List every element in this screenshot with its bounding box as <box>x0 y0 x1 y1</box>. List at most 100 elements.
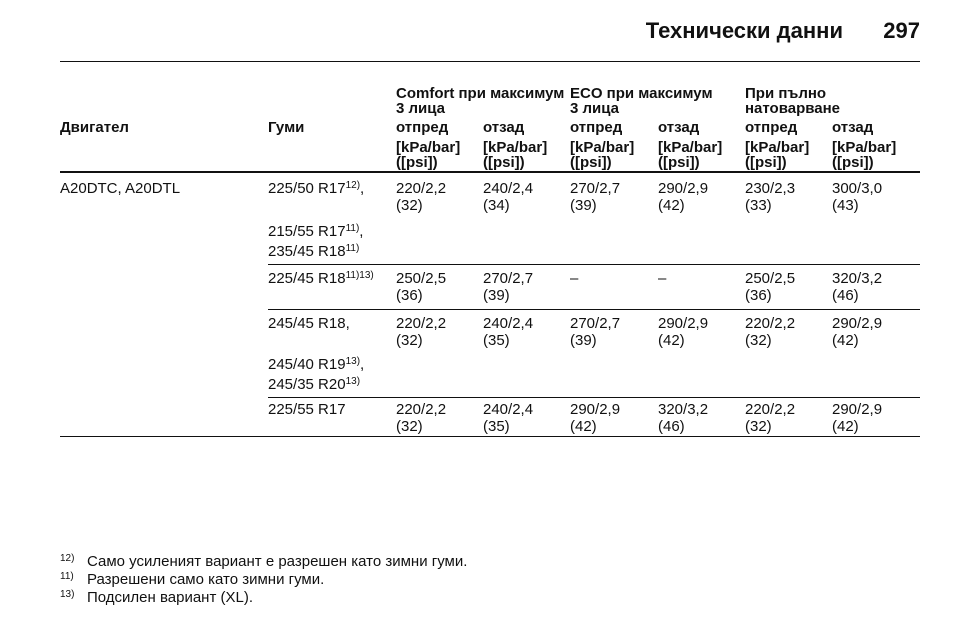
pressure-value: 220/2,2 <box>745 401 796 418</box>
pressure-value: 320/3,2 <box>658 401 709 418</box>
pressure-value: 290/2,9 <box>832 401 883 418</box>
column-header: отпред <box>745 119 798 136</box>
group-header: натоварване <box>745 100 841 117</box>
footnote-mark: 11) <box>60 571 74 582</box>
footnote-text: Подсилен вариант (XL). <box>87 589 254 606</box>
unit-label: [kPa/bar] <box>570 139 635 156</box>
tyre-text: 225/50 R17 <box>268 180 346 197</box>
pressure-value: (39) <box>483 287 510 304</box>
unit-label: [kPa/bar] <box>658 139 723 156</box>
tyre-text: 215/55 R17 <box>268 223 346 240</box>
pressure-value: 250/2,5 <box>396 270 447 287</box>
tyre-text: 245/40 R19 <box>268 356 346 373</box>
pressure-value: (32) <box>396 197 423 214</box>
pressure-value: (42) <box>570 418 597 435</box>
pressure-value: (39) <box>570 197 597 214</box>
tyre-text: 235/45 R18 <box>268 243 346 260</box>
column-header: отпред <box>570 119 623 136</box>
column-header: отзад <box>832 119 874 136</box>
footnote-text: Разрешени само като зимни гуми. <box>87 571 325 588</box>
pressure-value: 220/2,2 <box>396 315 447 332</box>
tyre-text: 245/35 R20 <box>268 376 346 393</box>
page-title: Технически данни <box>645 18 843 43</box>
pressure-value: 240/2,4 <box>483 180 534 197</box>
header-rule <box>60 61 920 62</box>
punctuation: , <box>360 356 365 373</box>
punctuation: , <box>359 223 364 240</box>
unit-label: [kPa/bar] <box>483 139 548 156</box>
group-header: ECO при максимум <box>570 85 713 102</box>
footnote-ref: 13) <box>345 376 361 387</box>
pressure-value: (42) <box>658 197 685 214</box>
footnote-mark: 13) <box>60 589 75 600</box>
row-separator <box>268 264 920 265</box>
tyre-size: 225/45 R1811)13) <box>268 270 374 287</box>
pressure-value: 270/2,7 <box>483 270 534 287</box>
pressure-value: (34) <box>483 197 510 214</box>
footnote-ref: 12) <box>345 180 361 191</box>
group-header: 3 лица <box>396 100 446 117</box>
unit-label: [kPa/bar] <box>745 139 810 156</box>
pressure-value: 290/2,9 <box>832 315 883 332</box>
pressure-value: 290/2,9 <box>658 180 709 197</box>
tyre-size: 225/55 R17 <box>268 401 346 418</box>
unit-label: ([psi]) <box>658 154 700 171</box>
group-header: Comfort при максимум <box>396 85 565 102</box>
pressure-value: 290/2,9 <box>658 315 709 332</box>
footnote-ref: 11) <box>345 243 360 254</box>
unit-label: ([psi]) <box>396 154 438 171</box>
column-header: Двигател <box>60 119 129 136</box>
column-header: отпред <box>396 119 449 136</box>
unit-label: [kPa/bar] <box>396 139 461 156</box>
unit-label: ([psi]) <box>483 154 525 171</box>
pressure-value: (32) <box>396 418 423 435</box>
tyre-size: 225/50 R1712), <box>268 180 364 197</box>
pressure-value: – <box>658 270 667 287</box>
pressure-value: 230/2,3 <box>745 180 796 197</box>
tyre-size: 235/45 R1811) <box>268 243 359 260</box>
pressure-value: (32) <box>745 332 772 349</box>
pressure-value: 320/3,2 <box>832 270 883 287</box>
tyre-text: 225/45 R18 <box>268 270 346 287</box>
pressure-value: (33) <box>745 197 772 214</box>
tyre-text: 225/55 R17 <box>268 401 346 418</box>
tyre-size: 245/35 R2013) <box>268 376 360 393</box>
pressure-value: (42) <box>832 418 859 435</box>
pressure-value: 220/2,2 <box>396 180 447 197</box>
pressure-value: 240/2,4 <box>483 401 534 418</box>
footnote-mark: 12) <box>60 553 75 564</box>
pressure-value: 290/2,9 <box>570 401 621 418</box>
unit-label: [kPa/bar] <box>832 139 897 156</box>
unit-label: ([psi]) <box>832 154 874 171</box>
group-header: При пълно <box>745 85 827 102</box>
table-bottom-rule <box>60 436 920 437</box>
pressure-value: (42) <box>832 332 859 349</box>
pressure-value: 270/2,7 <box>570 315 621 332</box>
punctuation: , <box>360 180 365 197</box>
unit-label: ([psi]) <box>570 154 612 171</box>
tyre-text: 245/45 R18, <box>268 315 350 332</box>
pressure-value: (39) <box>570 332 597 349</box>
pressure-value: (42) <box>658 332 685 349</box>
pressure-value: 300/3,0 <box>832 180 883 197</box>
pressure-value: 270/2,7 <box>570 180 621 197</box>
pressure-value: (35) <box>483 418 510 435</box>
row-separator <box>268 397 920 398</box>
pressure-value: (43) <box>832 197 859 214</box>
column-header: отзад <box>483 119 525 136</box>
group-header: 3 лица <box>570 100 620 117</box>
pressure-value: (32) <box>745 418 772 435</box>
tyre-size: 245/40 R1913), <box>268 356 364 373</box>
pressure-value: 220/2,2 <box>396 401 447 418</box>
page-number: 297 <box>883 18 920 43</box>
pressure-value: 240/2,4 <box>483 315 534 332</box>
pressure-value: (36) <box>745 287 772 304</box>
engine: A20DTC, A20DTL <box>60 180 181 197</box>
pressure-value: 250/2,5 <box>745 270 796 287</box>
pressure-value: (32) <box>396 332 423 349</box>
tyre-size: 245/45 R18, <box>268 315 350 332</box>
column-header: отзад <box>658 119 700 136</box>
pressure-value: (46) <box>832 287 859 304</box>
pressure-value: 220/2,2 <box>745 315 796 332</box>
